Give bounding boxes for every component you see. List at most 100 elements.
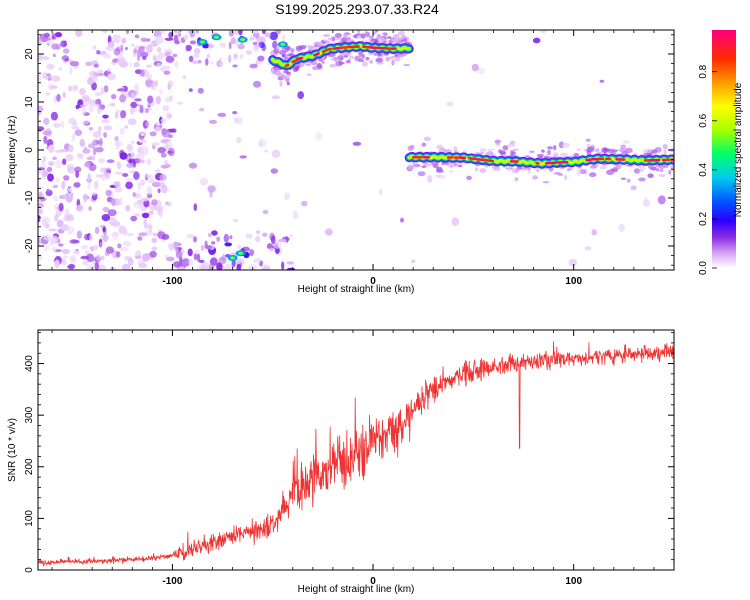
noise-blob — [38, 74, 42, 83]
tone-halo — [276, 72, 284, 78]
noise-blob — [240, 41, 244, 48]
noise-blob — [86, 253, 95, 263]
noise-blob — [289, 234, 294, 238]
noise-blob — [103, 85, 109, 93]
noise-blob — [75, 30, 83, 37]
noise-blob — [44, 32, 50, 38]
noise-blob — [137, 236, 143, 241]
noise-blob — [99, 242, 103, 247]
tone-halo — [479, 168, 487, 173]
tone-halo — [403, 64, 411, 67]
noise-blob — [38, 208, 44, 215]
noise-blob — [161, 128, 171, 138]
noise-blob — [51, 75, 61, 82]
noise-blob — [38, 191, 43, 198]
noise-blob — [81, 95, 90, 102]
y-tick-label: -10 — [24, 190, 35, 205]
tone-halo — [329, 63, 337, 68]
noise-blob — [269, 31, 279, 41]
tone-halo — [625, 147, 633, 154]
x-tick-label: 0 — [370, 576, 376, 587]
tone-halo — [599, 165, 607, 170]
noise-blob — [644, 197, 648, 203]
noise-blob — [155, 95, 161, 105]
noise-blob — [164, 254, 169, 258]
spectrogram-noise — [38, 30, 666, 270]
tone-halo — [284, 46, 292, 51]
noise-blob — [42, 130, 52, 136]
snr-y-ticks: 0 100 200 300 400 — [24, 332, 674, 573]
tone-halo — [553, 172, 561, 175]
noise-blob — [94, 92, 102, 97]
bright-blob-core — [238, 251, 244, 255]
y-tick-label: 20 — [24, 48, 35, 60]
tone-peak — [487, 159, 495, 163]
colorbar-ticks: 0.0 0.2 0.4 0.6 0.8 — [698, 64, 717, 275]
noise-blob — [117, 243, 122, 249]
tone-halo — [607, 148, 615, 154]
noise-blob — [117, 57, 127, 66]
tone-halo — [395, 36, 404, 41]
noise-blob — [219, 57, 223, 62]
noise-blob — [160, 152, 167, 158]
noise-blob — [112, 58, 120, 63]
tone-halo — [480, 148, 487, 152]
noise-blob — [88, 206, 92, 211]
noise-blob — [88, 234, 93, 242]
noise-blob — [82, 260, 89, 266]
noise-blob — [196, 253, 201, 262]
noise-blob — [282, 34, 286, 43]
noise-blob — [71, 133, 75, 142]
tone-halo — [529, 151, 535, 154]
noise-blob — [192, 60, 198, 64]
noise-blob — [119, 197, 123, 205]
tone-halo — [650, 166, 657, 171]
noise-blob — [107, 73, 116, 81]
noise-blob — [102, 226, 106, 233]
noise-blob — [275, 247, 280, 254]
noise-blob — [140, 132, 145, 137]
noise-blob — [101, 30, 108, 34]
tone-halo — [424, 163, 432, 167]
noise-blob — [114, 136, 119, 142]
tone-halo — [316, 62, 322, 69]
noise-blob — [197, 87, 204, 94]
noise-blob — [286, 261, 295, 265]
noise-blob — [264, 149, 269, 153]
noise-blob — [140, 145, 149, 155]
tone-halo — [502, 145, 509, 151]
tone-halo — [393, 58, 398, 61]
noise-blob — [120, 44, 124, 52]
noise-blob — [532, 37, 541, 44]
noise-blob — [146, 64, 153, 68]
noise-blob — [245, 233, 253, 239]
noise-blob — [111, 94, 117, 100]
noise-blob — [161, 30, 166, 35]
noise-blob — [193, 47, 201, 55]
tone-halo — [633, 168, 641, 174]
noise-blob — [177, 101, 184, 105]
colorbar-tick-label: 0.6 — [698, 113, 709, 127]
noise-blob — [253, 258, 258, 263]
noise-blob — [189, 40, 197, 45]
noise-blob — [52, 156, 57, 161]
noise-blob — [79, 88, 86, 96]
noise-blob — [116, 109, 121, 113]
tone-halo — [647, 173, 654, 178]
noise-blob — [147, 180, 157, 184]
noise-blob — [53, 123, 61, 128]
tone-halo — [347, 58, 351, 64]
noise-blob — [224, 242, 232, 247]
noise-blob — [129, 61, 133, 68]
noise-blob — [234, 40, 240, 46]
tone-halo — [434, 174, 441, 178]
tone-halo — [307, 46, 315, 51]
noise-blob — [216, 262, 223, 270]
tone-halo — [393, 33, 400, 37]
noise-blob — [67, 226, 75, 235]
noise-blob — [173, 34, 179, 44]
colorbar-tick-label: 0.0 — [698, 261, 709, 275]
noise-blob — [138, 262, 148, 269]
tone-halo — [619, 148, 625, 153]
